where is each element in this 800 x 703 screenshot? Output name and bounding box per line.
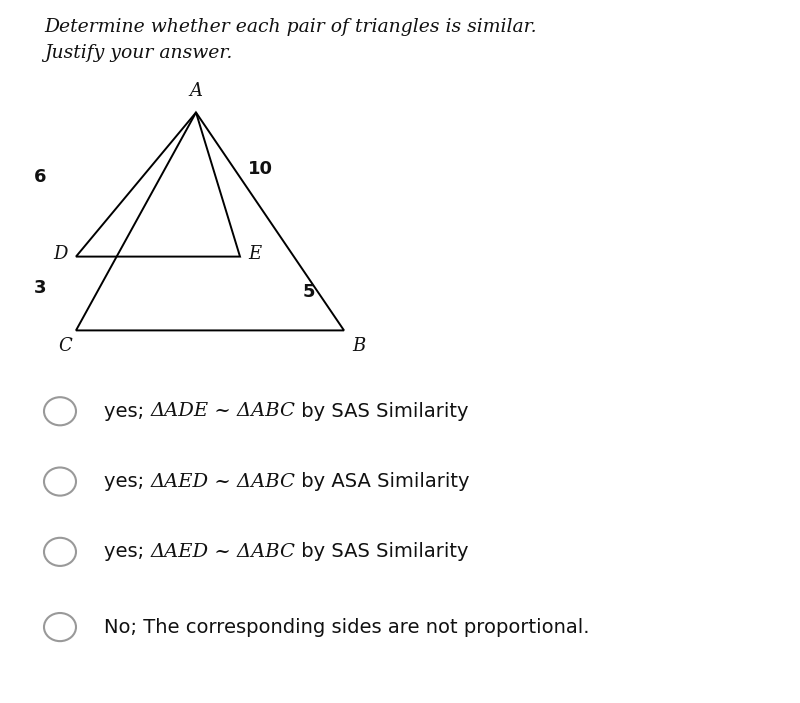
Text: ΔAED ~ ΔABC: ΔAED ~ ΔABC [150,543,295,561]
Text: No; The corresponding sides are not proportional.: No; The corresponding sides are not prop… [104,617,590,637]
Text: 6: 6 [34,168,46,186]
Text: ΔADE ~ ΔABC: ΔADE ~ ΔABC [150,402,295,420]
Text: yes;: yes; [104,472,150,491]
Text: A: A [190,82,202,100]
Text: B: B [352,337,366,356]
Text: 3: 3 [34,279,46,297]
Text: D: D [54,245,68,263]
Text: Justify your answer.: Justify your answer. [44,44,232,62]
Text: Determine whether each pair of triangles is similar.: Determine whether each pair of triangles… [44,18,537,36]
Text: C: C [58,337,72,356]
Text: 10: 10 [248,160,273,178]
Text: by ASA Similarity: by ASA Similarity [295,472,470,491]
Text: ΔAED ~ ΔABC: ΔAED ~ ΔABC [150,472,295,491]
Text: 5: 5 [302,283,315,301]
Text: E: E [248,245,261,263]
Text: by SAS Similarity: by SAS Similarity [295,542,469,562]
Text: by SAS Similarity: by SAS Similarity [295,401,469,421]
Text: yes;: yes; [104,401,150,421]
Text: yes;: yes; [104,542,150,562]
